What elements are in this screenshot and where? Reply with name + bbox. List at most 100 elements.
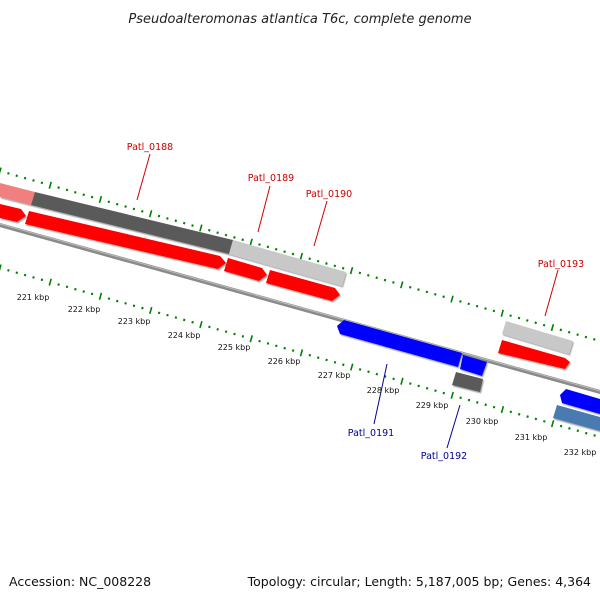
inner-tick <box>550 420 555 428</box>
inner-tick <box>65 285 69 289</box>
outer-tick <box>124 205 127 208</box>
inner-tick <box>249 335 253 343</box>
gene-label-patl-0189: Patl_0189 <box>248 173 294 184</box>
gene-label-patl-0188: Patl_0188 <box>127 142 173 153</box>
cds-reverse-right <box>560 389 600 414</box>
outer-tick <box>383 278 387 282</box>
gene-label-patl-0193: Patl_0193 <box>538 259 584 270</box>
leader-patl-0191 <box>373 363 388 425</box>
outer-tick <box>166 217 169 220</box>
scale-label: 222 kbp <box>68 305 101 314</box>
outer-tick <box>475 304 479 308</box>
scale-track <box>0 223 600 394</box>
leader-patl-0192 <box>446 404 461 449</box>
scale-label: 230 kbp <box>466 417 499 426</box>
outer-tick <box>341 266 345 270</box>
inner-tick-ring <box>0 264 596 437</box>
outer-tick <box>157 214 161 218</box>
outer-tick <box>199 224 203 232</box>
inner-tick <box>149 306 153 315</box>
inner-tick <box>400 377 404 385</box>
scale-label: 221 kbp <box>17 293 50 302</box>
inner-tick <box>98 292 103 300</box>
inner-tick <box>208 325 211 329</box>
outer-tick <box>0 167 2 174</box>
inner-tick <box>450 391 454 399</box>
map-title: Pseudoalteromonas atlantica T6c, complet… <box>128 12 471 27</box>
inner-tick <box>434 389 437 392</box>
inner-tick <box>350 363 354 371</box>
cds-forward-left <box>0 204 26 222</box>
inner-tick <box>476 401 479 404</box>
inner-tick <box>375 372 379 376</box>
outer-tick <box>333 264 337 268</box>
inner-tick <box>509 410 513 414</box>
inner-tick <box>241 335 245 338</box>
leader-patl-0190 <box>313 200 328 247</box>
feature-track <box>0 183 600 431</box>
outer-tick <box>308 257 311 261</box>
inner-tick <box>15 271 18 275</box>
gene-label-patl-0191: Patl_0191 <box>348 428 394 439</box>
inner-tick <box>367 370 370 374</box>
outer-tick <box>408 285 412 289</box>
outer-tick <box>90 195 94 199</box>
outer-tick-ring <box>0 167 596 341</box>
inner-tick <box>409 382 412 385</box>
scale-label: 229 kbp <box>416 401 449 410</box>
outer-tick <box>291 252 295 256</box>
inner-tick <box>342 363 345 367</box>
outer-tick <box>509 314 512 317</box>
outer-tick <box>425 290 429 294</box>
inner-tick <box>484 403 487 407</box>
outer-tick <box>584 335 588 339</box>
inner-tick <box>568 427 571 430</box>
inner-tick <box>258 339 261 343</box>
outer-tick <box>375 276 378 280</box>
inner-tick <box>467 398 471 402</box>
inner-tick <box>576 429 580 433</box>
gene-labels: Patl_0188 Patl_0189 Patl_0190 Patl_0193 … <box>127 142 584 462</box>
outer-tick <box>266 245 270 249</box>
outer-tick <box>148 210 153 218</box>
outer-tick <box>517 316 521 320</box>
inner-tick <box>224 330 228 333</box>
inner-tick <box>543 420 546 423</box>
inner-tick <box>325 358 328 362</box>
inner-tick <box>492 405 496 409</box>
inner-tick <box>442 391 446 395</box>
inner-tick <box>291 349 295 352</box>
inner-tick <box>32 276 35 279</box>
outer-tick <box>74 191 77 194</box>
inner-tick <box>534 417 538 421</box>
leader-patl-0193 <box>544 269 559 317</box>
inner-tick <box>459 396 462 400</box>
inner-tick <box>191 320 194 324</box>
outer-tick <box>400 281 404 289</box>
outer-tick <box>233 236 236 239</box>
gene-shade-pink <box>0 183 35 205</box>
outer-tick <box>526 319 529 322</box>
outer-tick <box>467 302 470 306</box>
outer-tick <box>450 295 454 303</box>
outer-tick <box>174 219 178 223</box>
inner-tick <box>141 306 144 310</box>
gene-patl-0193-shade <box>502 321 573 354</box>
inner-tick <box>392 377 395 381</box>
cds-patl-0189 <box>224 258 267 281</box>
outer-tick <box>593 338 596 341</box>
outer-tick <box>534 321 537 325</box>
leader-patl-0188 <box>136 153 151 201</box>
gene-patl-0188-shade <box>31 192 233 254</box>
outer-tick <box>542 323 546 327</box>
outer-tick <box>208 228 211 232</box>
inner-tick <box>383 375 387 378</box>
inner-tick <box>57 283 60 286</box>
outer-tick <box>98 195 103 204</box>
outer-tick <box>107 200 111 204</box>
scale-labels: 221 kbp 222 kbp 223 kbp 224 kbp 225 kbp … <box>17 293 597 457</box>
inner-tick <box>174 316 178 319</box>
scale-label: 231 kbp <box>515 433 548 442</box>
leader-patl-0189 <box>257 185 271 233</box>
